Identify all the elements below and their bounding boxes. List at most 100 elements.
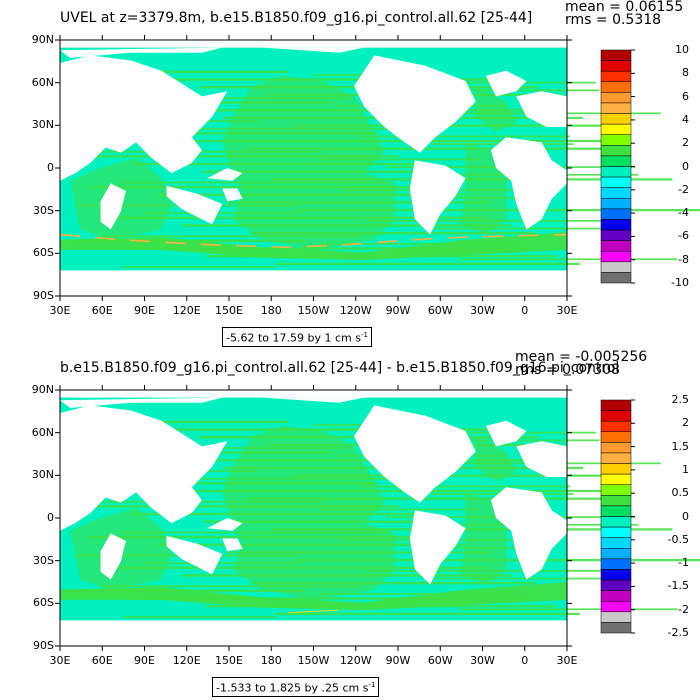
colorbar-swatch xyxy=(600,155,632,167)
ocean-region xyxy=(222,75,395,250)
x-tick-label: 150E xyxy=(215,304,243,317)
colorbar-swatch xyxy=(600,399,632,411)
top-title: UVEL at z=3379.8m, b.e15.B1850.f09_g16.p… xyxy=(60,10,533,26)
colorbar-swatch xyxy=(600,431,632,443)
x-tick-label: 120E xyxy=(172,304,201,317)
x-tick-label: 120W xyxy=(339,654,372,667)
x-tick-label: 0 xyxy=(521,654,529,667)
land-mask xyxy=(485,70,527,97)
land-mask xyxy=(60,390,567,398)
x-tick-label: 30W xyxy=(470,304,495,317)
x-tick-label: 90E xyxy=(134,654,155,667)
top-panel: UVEL at z=3379.8m, b.e15.B1850.f09_g16.p… xyxy=(31,0,700,347)
colorbar-label: -1.5 xyxy=(667,579,689,593)
colorbar-label: 1.5 xyxy=(671,439,690,453)
ocean-band xyxy=(178,139,605,143)
land-mask xyxy=(409,160,466,235)
ocean-band xyxy=(452,89,600,92)
land-mask xyxy=(166,535,223,575)
colorbar-swatch xyxy=(600,558,632,570)
colorbar-label: 2 xyxy=(682,136,689,150)
bottom-rms: rms = 0.07308 xyxy=(515,362,620,378)
ocean-region xyxy=(475,86,517,133)
land-mask xyxy=(60,55,228,181)
bottom-title: b.e15.B1850.f09_g16.pi_control.all.62 [2… xyxy=(60,360,620,376)
colorbar-label: 0 xyxy=(682,159,689,173)
colorbar-swatch xyxy=(600,420,632,433)
ocean-band xyxy=(320,243,519,245)
y-tick-label: 90N xyxy=(31,33,54,46)
y-tick-label: 30S xyxy=(33,553,54,567)
ocean-band xyxy=(362,485,571,488)
land-mask xyxy=(60,405,228,531)
ocean-band xyxy=(435,227,613,230)
ocean-band xyxy=(123,266,276,268)
colorbar-swatch xyxy=(600,526,632,538)
southern-ocean-band xyxy=(60,232,567,261)
ocean-region xyxy=(475,436,517,483)
land-mask xyxy=(490,487,567,580)
x-tick-label: 60E xyxy=(91,304,113,317)
diff-streak xyxy=(288,609,339,614)
land-mask xyxy=(354,405,476,503)
y-tick-label: 90S xyxy=(33,289,54,302)
colorbar-swatch xyxy=(600,176,632,188)
ocean-band xyxy=(320,593,519,595)
colorbar-swatch xyxy=(600,473,632,485)
colorbar-swatch xyxy=(600,410,632,422)
colorbar-swatch xyxy=(600,166,632,178)
ocean-band xyxy=(116,447,350,449)
y-tick-label: 90N xyxy=(31,383,54,396)
y-tick-label: 30N xyxy=(31,118,54,132)
x-tick-label: 30E xyxy=(556,304,578,317)
x-tick-label: 90E xyxy=(134,304,155,317)
x-tick-label: 180 xyxy=(260,304,282,317)
colorbar-swatch xyxy=(600,442,632,454)
colorbar-swatch xyxy=(600,272,632,284)
ocean-band xyxy=(317,158,480,161)
colorbar-label: -2 xyxy=(678,182,689,196)
y-tick-label: 0 xyxy=(47,161,54,174)
top-rms: rms = 0.5318 xyxy=(565,12,662,28)
land-mask xyxy=(100,533,126,580)
colorbar-swatch xyxy=(600,484,632,496)
x-tick-label: 90W xyxy=(385,304,411,317)
colorbar-swatch xyxy=(600,463,632,475)
acc-jet-streak xyxy=(59,233,568,249)
colorbar-swatch xyxy=(600,113,632,125)
x-tick-label: 0 xyxy=(521,304,529,317)
bottom-colorbar xyxy=(600,399,635,634)
colorbar-label: 2 xyxy=(682,416,689,430)
land-mask xyxy=(60,40,567,48)
land-mask xyxy=(166,185,223,225)
colorbar-swatch xyxy=(600,516,632,528)
colorbar-swatch xyxy=(600,452,632,464)
land-mask xyxy=(222,538,243,552)
colorbar-swatch xyxy=(600,208,632,220)
colorbar-swatch xyxy=(600,102,632,114)
colorbar-swatch xyxy=(600,579,632,591)
land-mask xyxy=(409,510,466,585)
ocean-band xyxy=(95,150,324,153)
ocean-band xyxy=(435,577,613,580)
land-mask xyxy=(60,620,567,646)
top-mean: mean = 0.06155 xyxy=(565,0,684,15)
colorbar-swatch xyxy=(600,495,632,507)
colorbar-label: -2.5 xyxy=(667,626,689,639)
x-tick-label: 30W xyxy=(470,654,495,667)
top-colorbar xyxy=(600,49,635,284)
colorbar-swatch xyxy=(600,240,632,252)
ocean-band xyxy=(178,489,605,493)
colorbar-swatch xyxy=(600,219,632,231)
ocean-band xyxy=(362,135,571,138)
land-mask xyxy=(516,441,567,478)
colorbar-swatch xyxy=(600,81,632,93)
colorbar-label: 10 xyxy=(675,43,689,56)
x-tick-label: 30E xyxy=(556,654,578,667)
y-tick-label: 60S xyxy=(33,596,54,610)
ocean-band xyxy=(247,497,628,500)
colorbar-swatch xyxy=(600,187,632,199)
x-tick-label: 120E xyxy=(172,654,201,667)
ocean-band xyxy=(99,585,363,588)
colorbar-swatch xyxy=(600,123,632,135)
